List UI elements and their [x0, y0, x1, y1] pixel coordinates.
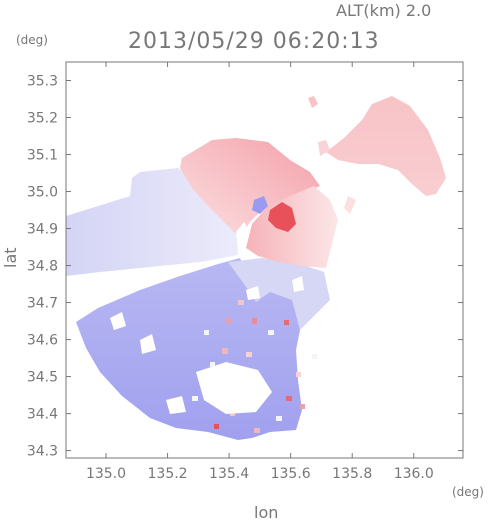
x-axis-ticks: 135.0 135.2 135.4 135.6 135.8 136.0: [86, 62, 434, 482]
y-tick-label: 34.8: [27, 259, 58, 275]
y-tick-label: 35.0: [27, 185, 58, 201]
echo-northeast-cell: [326, 96, 446, 196]
echo-north-sector: [180, 138, 320, 238]
x-axis-label: lon: [254, 503, 278, 521]
y-tick-label: 34.5: [27, 370, 58, 386]
altitude-label: ALT(km) 2.0: [336, 1, 431, 20]
x-tick-label: 135.0: [86, 466, 126, 482]
x-tick-label: 136.0: [394, 466, 434, 482]
echo-west-band: [66, 168, 238, 276]
echo-blue-core: [252, 196, 268, 214]
x-tick-label: 135.6: [271, 466, 311, 482]
y-unit-label: (deg): [16, 33, 48, 47]
echo-northeast-spot: [308, 96, 318, 108]
y-tick-label: 35.3: [27, 74, 58, 90]
x-tick-label: 135.2: [148, 466, 188, 482]
x-unit-label: (deg): [452, 485, 484, 499]
y-tick-label: 35.1: [27, 148, 58, 164]
datetime-title: 2013/05/29 06:20:13: [128, 29, 380, 54]
echo-red-core: [268, 202, 296, 232]
y-tick-label: 34.9: [27, 222, 58, 238]
y-tick-label: 34.7: [27, 296, 58, 312]
y-tick-label: 35.2: [27, 111, 58, 127]
echo-northeast-spot: [318, 140, 330, 156]
y-axis-ticks: 34.3 34.4 34.5 34.6 34.7 34.8 34.9 35.0 35.1 35.2…: [27, 74, 463, 460]
y-tick-label: 34.4: [27, 407, 58, 423]
y-tick-label: 34.6: [27, 333, 58, 349]
y-tick-label: 34.3: [27, 444, 58, 460]
x-tick-label: 135.4: [209, 466, 249, 482]
radar-echo-field: [66, 96, 446, 440]
echo-northeast-spot: [344, 196, 356, 214]
plot-frame: [65, 61, 464, 459]
echo-gaps: [110, 222, 304, 414]
echo-south-band: [228, 258, 330, 330]
x-tick-label: 135.8: [332, 466, 372, 482]
y-axis-label: lat: [1, 247, 20, 268]
